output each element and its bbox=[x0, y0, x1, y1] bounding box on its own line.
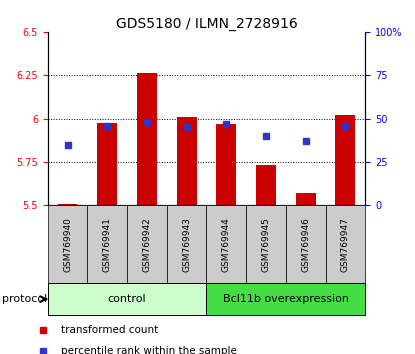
Text: GSM769947: GSM769947 bbox=[341, 217, 350, 272]
Bar bbox=[137, 73, 157, 205]
Bar bbox=[48, 205, 88, 283]
Text: transformed count: transformed count bbox=[61, 325, 158, 335]
Bar bbox=[88, 205, 127, 283]
Text: GSM769945: GSM769945 bbox=[261, 217, 271, 272]
Bar bbox=[207, 283, 365, 315]
Bar bbox=[256, 165, 276, 205]
Text: GSM769942: GSM769942 bbox=[142, 217, 151, 272]
Text: GSM769944: GSM769944 bbox=[222, 217, 231, 272]
Bar bbox=[335, 115, 355, 205]
Bar bbox=[325, 205, 365, 283]
Bar bbox=[177, 117, 197, 205]
Text: control: control bbox=[108, 294, 146, 304]
Text: GSM769941: GSM769941 bbox=[103, 217, 112, 272]
Text: GSM769946: GSM769946 bbox=[301, 217, 310, 272]
Title: GDS5180 / ILMN_2728916: GDS5180 / ILMN_2728916 bbox=[116, 17, 297, 31]
Text: percentile rank within the sample: percentile rank within the sample bbox=[61, 346, 237, 354]
Text: Bcl11b overexpression: Bcl11b overexpression bbox=[223, 294, 349, 304]
Bar bbox=[246, 205, 286, 283]
Bar bbox=[167, 205, 207, 283]
Bar bbox=[296, 193, 315, 205]
Bar bbox=[58, 204, 78, 205]
Text: protocol: protocol bbox=[2, 294, 47, 304]
Text: GSM769943: GSM769943 bbox=[182, 217, 191, 272]
Bar bbox=[286, 205, 325, 283]
Bar bbox=[48, 283, 207, 315]
Text: GSM769940: GSM769940 bbox=[63, 217, 72, 272]
Bar bbox=[207, 205, 246, 283]
Bar bbox=[98, 123, 117, 205]
Bar bbox=[216, 124, 236, 205]
Bar bbox=[127, 205, 167, 283]
